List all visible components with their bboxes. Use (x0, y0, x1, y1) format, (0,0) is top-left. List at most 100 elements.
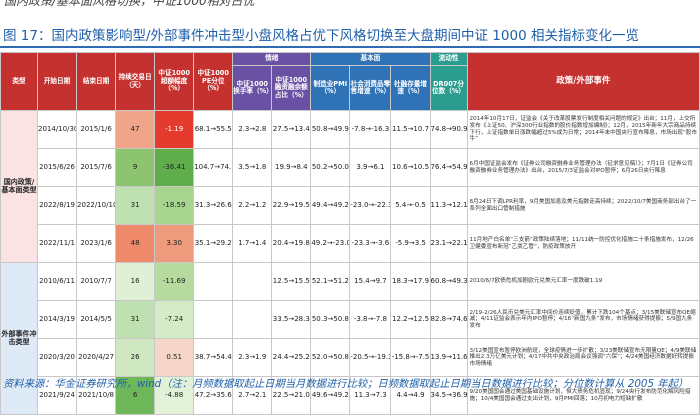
cell-event: 2014年10月17日，证监会《关于改革股票发行制度相关问题的规定》出台；11月… (466, 110, 700, 149)
cell-start: 2021/9/24 (36, 376, 78, 415)
cell-social-fin: 18.3→17.9 (390, 262, 431, 301)
cell-dr007: 60.8→49.3 (429, 262, 468, 301)
cell-event: 2/19-2/26人民币兑美元汇率中间价连续贬值，累计下跌104个基点；3/15… (466, 300, 700, 339)
category-label: 国内政策/基本面类型 (0, 110, 38, 263)
top-cropped-text: 国内政策/基本面风格切换，中证1000相对占优 (4, 0, 255, 8)
cell-excess: -4.88 (154, 376, 195, 415)
cell-social-fin: 10.6→10.5 (390, 148, 431, 187)
cell-pe: 38.7→54.4 (193, 338, 234, 377)
cell-start: 2010/6/11 (36, 262, 78, 301)
header-turnover: 中证1000换手率（%） (232, 65, 273, 111)
cell-margin: 12.5→15.5 (271, 262, 312, 301)
source-note: 资料来源：华金证券研究所，wind（注：月频数据取起止日期当月数据进行比较；日频… (3, 378, 689, 390)
cell-duration: 26 (115, 338, 156, 377)
header-margin: 中证1000 融资融余额占比（%） (271, 65, 312, 111)
cell-excess: -7.24 (154, 300, 195, 339)
cell-pmi: 49.6→49.2 (310, 376, 351, 415)
cell-event: 2010/6/7欧债危机加剧欧元兑美元汇率一度跌破1.19 (466, 262, 700, 301)
table-row: 2022/8/19 2022/10/10 31 -18.59 31.3→26.6 2.2→… (1, 186, 700, 225)
cell-retail: -20.5→-19.3 (349, 338, 392, 377)
cell-pe (193, 262, 234, 301)
caption-rule (0, 46, 700, 48)
header-pmi: 制造业PMI（%） (310, 65, 351, 111)
cell-turnover: 2.3→2.8 (232, 110, 273, 149)
data-table: 类型 开始日期 结束日期 持续交易日（天） 中证1000超额幅度（%） 中证10… (0, 52, 700, 415)
cell-duration: 48 (115, 224, 156, 263)
cell-event: 6月中国证监会发布《证券公司融资融券业务管理办法（征求意见稿）》；7月1日《证券… (466, 148, 700, 187)
table-row: 2022/11/1 2023/1/6 48 3.30 35.1→29.2 1.7→1.4 2… (1, 224, 700, 263)
cell-excess: -1.19 (154, 110, 195, 149)
cell-excess: -36.41 (154, 148, 195, 187)
cell-turnover (232, 262, 273, 301)
header-liquidity-group: 流动性 (429, 52, 468, 66)
cell-end: 2014/5/5 (76, 300, 117, 339)
cell-retail: 11.3→7.3 (349, 376, 392, 415)
cell-event: 9/20美国国会通过美国基础设施计划，恒大债务危机显现；9/24央行发布防范化解… (466, 376, 700, 415)
cell-pmi: 52.1→51.2 (310, 262, 351, 301)
cell-pmi: 50.3→50.8 (310, 300, 351, 339)
cell-duration: 31 (115, 300, 156, 339)
cell-excess: -11.69 (154, 262, 195, 301)
cell-start: 2015/6/26 (36, 148, 78, 187)
cell-start: 2022/8/19 (36, 186, 78, 225)
header-events: 政策/外部事件 (466, 52, 700, 111)
cell-start: 2014/10/30 (36, 110, 78, 149)
cell-retail: -7.8→-16.3 (349, 110, 392, 149)
cell-duration: 47 (115, 110, 156, 149)
cell-social-fin: 11.5→10.7 (390, 110, 431, 149)
header-social-fin: 社融存量增速（%） (390, 65, 431, 111)
cell-pe: 47.2→35.6 (193, 376, 234, 415)
cell-social-fin: 12.2→12.5 (390, 300, 431, 339)
cell-end: 2015/1/6 (76, 110, 117, 149)
cell-social-fin: 5.4→-0.5 (390, 186, 431, 225)
header-fundamental-group: 基本面 (310, 52, 431, 66)
cell-event: 8月24日下调LPR利率，9月美国加息及美元指数走高持续；2022/10/7美国… (466, 186, 700, 225)
cell-turnover: 3.5→1.8 (232, 148, 273, 187)
cell-end: 2010/7/7 (76, 262, 117, 301)
cell-turnover (232, 300, 273, 339)
cell-excess: 3.30 (154, 224, 195, 263)
cell-retail: -23.3→-3.6 (349, 224, 392, 263)
header-duration: 持续交易日（天） (115, 52, 156, 111)
cell-margin: 22.9→19.5 (271, 186, 312, 225)
cell-start: 2014/3/19 (36, 300, 78, 339)
cell-end: 2020/4/27 (76, 338, 117, 377)
cell-retail: 3.9→6.1 (349, 148, 392, 187)
table-row: 国内政策/基本面类型 2014/10/30 2015/1/6 47 -1.19 68.1→… (0, 110, 700, 263)
cell-social-fin: -15.8→-7.5 (390, 338, 431, 377)
table-row: 2021/9/24 2021/10/8 6 -4.88 47.2→35.6 2.7→2.1… (1, 376, 700, 415)
cell-dr007: 74.8→90.9 (429, 110, 468, 149)
table-row: 2015/6/26 2015/7/6 9 -36.41 104.7→74.7 3.5→1.… (1, 148, 700, 187)
header-start-date: 开始日期 (36, 52, 78, 111)
cell-dr007: 11.3→12.1 (429, 186, 468, 225)
cell-end: 2022/10/10 (76, 186, 117, 225)
cell-margin: 27.5→13.4 (271, 110, 312, 149)
cell-pe: 35.1→29.2 (193, 224, 234, 263)
cell-pmi: 50.8→49.9 (310, 110, 351, 149)
cell-social-fin: 4.4→4.9 (390, 376, 431, 415)
cell-excess: -18.59 (154, 186, 195, 225)
cell-margin: 22.5→21.0 (271, 376, 312, 415)
cell-duration: 6 (115, 376, 156, 415)
category-label: 外部事件冲击类型 (0, 262, 38, 415)
cell-pmi: 52.0→50.8 (310, 338, 351, 377)
cell-start: 2022/11/1 (36, 224, 78, 263)
header-excess: 中证1000超额幅度（%） (154, 52, 195, 111)
table-row: 2014/3/19 2014/5/5 31 -7.24 33.5→28.3 50.3→50… (1, 300, 700, 339)
cell-pmi: 50.2→50.0 (310, 148, 351, 187)
cell-end: 2021/10/8 (76, 376, 117, 415)
cell-event: 11月地产白名单“三支箭”政策陆续落地；11/11统一防控优化措施二十条措施发布… (466, 224, 700, 263)
cell-retail: -23.0→-22.3 (349, 186, 392, 225)
cell-margin: 24.4→25.2 (271, 338, 312, 377)
cell-end: 2015/7/6 (76, 148, 117, 187)
header-pe: 中证1000 PE分位（%） (193, 52, 234, 111)
cell-margin: 20.4→19.8 (271, 224, 312, 263)
cell-retail: 15.4→9.7 (349, 262, 392, 301)
table-body: 国内政策/基本面类型 2014/10/30 2015/1/6 47 -1.19 68.1→… (0, 110, 700, 415)
cell-start: 2020/3/20 (36, 338, 78, 377)
cell-pmi: 49.4→49.2 (310, 186, 351, 225)
cell-turnover: 1.7→1.4 (232, 224, 273, 263)
cell-margin: 33.5→28.3 (271, 300, 312, 339)
cell-pe: 31.3→26.6 (193, 186, 234, 225)
cell-dr007: 23.1→22.1 (429, 224, 468, 263)
